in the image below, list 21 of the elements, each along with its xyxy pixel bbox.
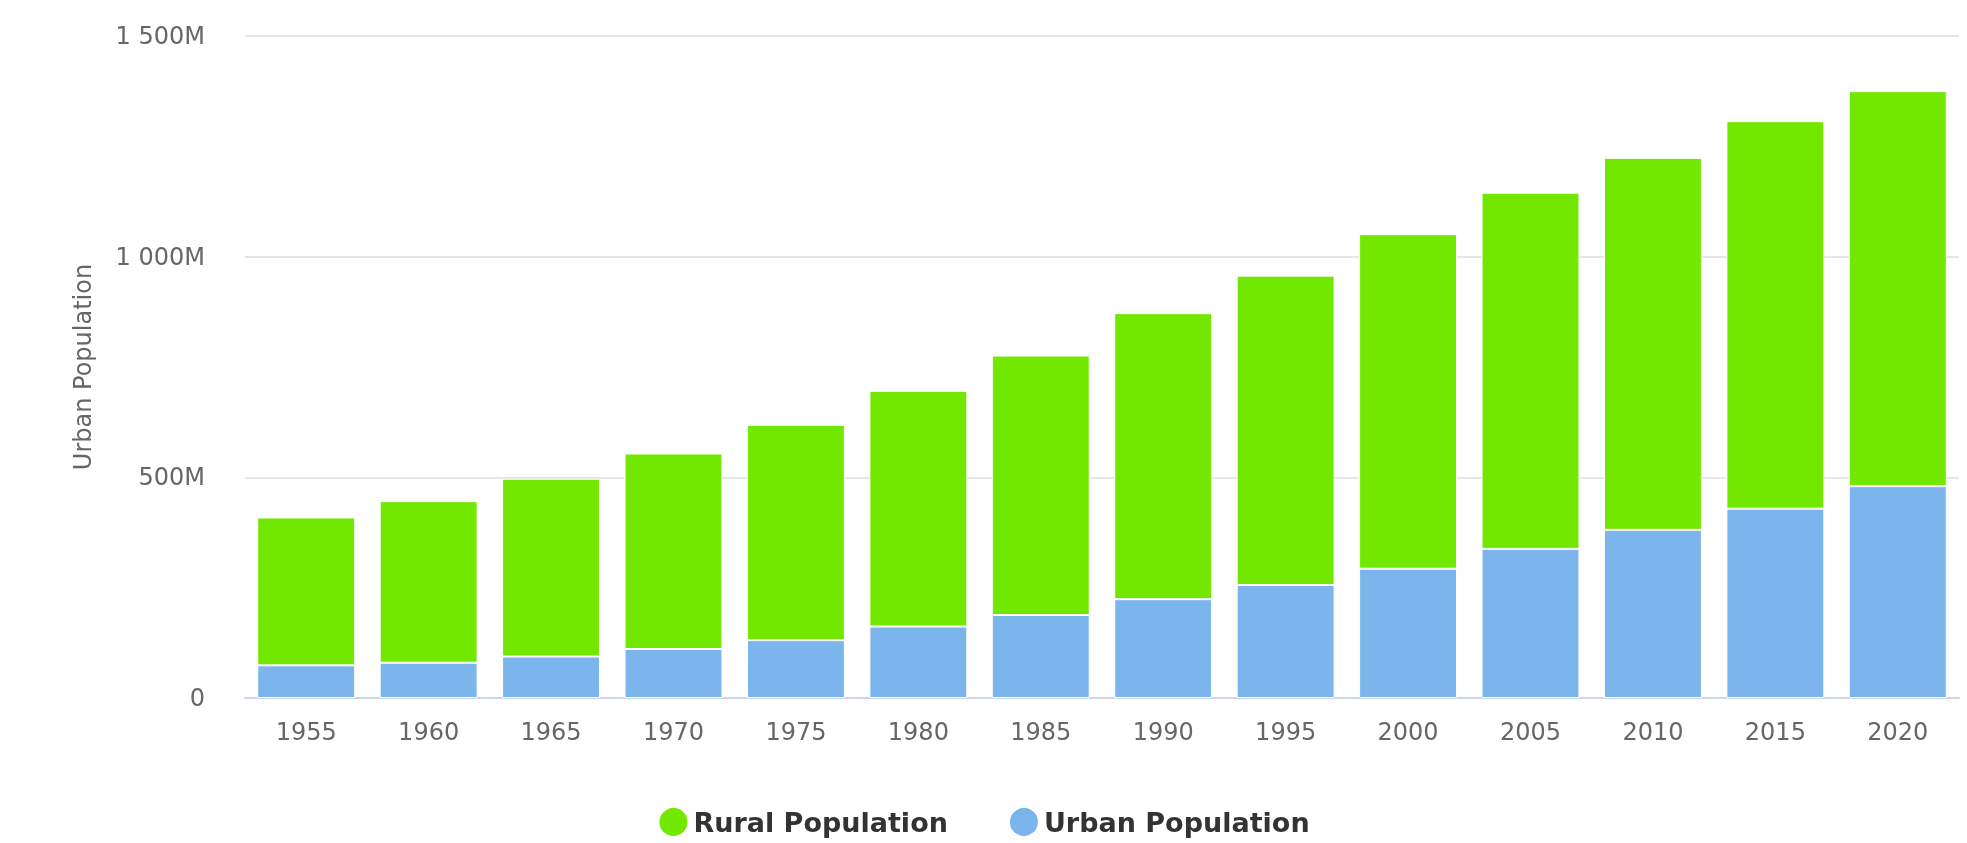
y-tick-label: 500M [138,463,205,492]
x-tick-label: 1955 [275,718,337,746]
legend-label: Rural Population [693,806,948,838]
x-tick-label: 2015 [1744,718,1806,746]
x-tick-label: 1970 [642,718,705,746]
y-tick-label: 1 500M [115,22,205,50]
x-tick-label: 1985 [1010,718,1072,746]
x-tick-label: 2000 [1377,718,1439,746]
x-tick-label: 1995 [1255,718,1317,746]
x-tick-label: 1965 [520,718,582,746]
x-tick-label: 2010 [1622,718,1684,746]
x-tick-label: 1975 [765,718,827,746]
x-tick-label: 1990 [1132,718,1194,746]
x-tick-label: 2020 [1867,718,1929,746]
legend-label: Urban Population [1043,806,1310,838]
x-tick-label: 1980 [887,718,949,746]
y-axis-title: Urban Population [69,263,97,471]
y-tick-label: 1 000M [115,242,205,271]
y-tick-label: 0 [189,684,205,712]
x-tick-label: 2005 [1499,718,1562,746]
x-tick-label: 1960 [398,718,460,746]
